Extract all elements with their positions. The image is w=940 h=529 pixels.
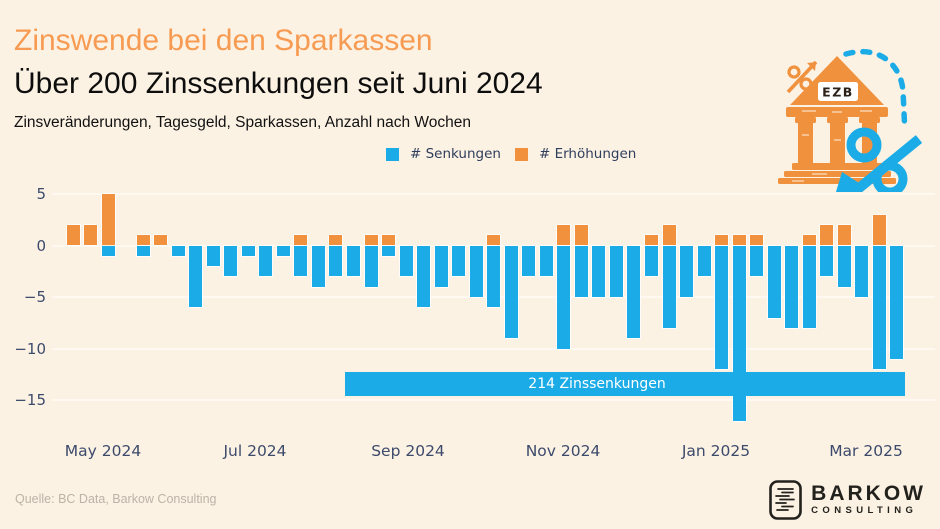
x-axis-month-label: Jan 2025: [681, 442, 751, 460]
x-axis-month-label: Mar 2025: [829, 442, 903, 460]
bar-senkungen: [486, 244, 502, 309]
barkow-logo: BARKOW CONSULTING: [769, 480, 926, 520]
bar-senkungen: [258, 244, 274, 278]
annotation-banner: 214 Zinssenkungen: [345, 372, 905, 396]
bar-senkungen: [749, 244, 765, 278]
bar-erhoehungen: [328, 234, 344, 247]
legend-label-erhoehungen: # Erhöhungen: [538, 146, 637, 162]
bar-erhoehungen: [643, 234, 659, 247]
bar-senkungen: [451, 244, 467, 278]
bar-senkungen: [345, 244, 361, 278]
bar-erhoehungen: [661, 223, 677, 247]
bar-senkungen: [573, 244, 589, 298]
bar-senkungen: [819, 244, 835, 278]
bar-senkungen: [433, 244, 449, 288]
bar-erhoehungen: [731, 234, 747, 247]
x-axis-month-label: May 2024: [64, 442, 142, 460]
bar-erhoehungen: [486, 234, 502, 247]
bar-senkungen: [714, 244, 730, 371]
senkungen-swatch-icon: [386, 147, 399, 161]
y-tick-label: −10: [14, 339, 46, 358]
source-note: Quelle: BC Data, Barkow Consulting: [15, 492, 217, 506]
y-tick-label: 0: [36, 236, 46, 255]
bar-senkungen: [836, 244, 852, 288]
bar-senkungen: [240, 244, 256, 257]
ezb-label: EZB: [822, 85, 854, 100]
bar-erhoehungen: [153, 234, 169, 247]
legend-item-senkungen: # Senkungen: [386, 146, 501, 162]
bar-erhoehungen: [381, 234, 397, 247]
bar-senkungen: [100, 244, 116, 257]
bar-senkungen: [275, 244, 291, 257]
barkow-logo-icon: [769, 480, 802, 520]
logo-subtitle: CONSULTING: [811, 505, 918, 516]
chart-legend: # Senkungen # Erhöhungen: [386, 146, 636, 162]
bar-senkungen: [521, 244, 537, 278]
bar-senkungen: [293, 244, 309, 278]
bar-senkungen: [188, 244, 204, 309]
erhoehungen-swatch-icon: [514, 147, 528, 161]
dashed-arc-icon: [843, 49, 908, 133]
bar-erhoehungen: [714, 234, 730, 247]
bar-erhoehungen: [749, 234, 765, 247]
bar-erhoehungen: [801, 234, 817, 247]
bar-senkungen: [591, 244, 607, 298]
gridline: [52, 399, 935, 401]
bar-erhoehungen: [573, 223, 589, 247]
bar-erhoehungen: [556, 223, 572, 247]
bar-erhoehungen: [135, 234, 151, 247]
bar-senkungen: [135, 244, 151, 257]
bar-senkungen: [310, 244, 326, 288]
ezb-bank-illustration-icon: EZB: [778, 49, 923, 192]
gridline: [52, 193, 935, 195]
bar-senkungen: [398, 244, 414, 278]
bar-senkungen: [381, 244, 397, 257]
logo-title: BARKOW: [811, 482, 926, 505]
bar-senkungen: [696, 244, 712, 278]
bar-senkungen: [363, 244, 379, 288]
bar-senkungen: [661, 244, 677, 329]
y-tick-label: −5: [23, 288, 46, 306]
bar-senkungen: [328, 244, 344, 278]
legend-label-senkungen: # Senkungen: [410, 146, 501, 162]
bar-senkungen: [871, 244, 887, 371]
x-axis-month-label: Jul 2024: [223, 442, 287, 460]
bar-erhoehungen: [293, 234, 309, 247]
bar-senkungen: [468, 244, 484, 298]
x-axis-month-label: Sep 2024: [371, 442, 445, 460]
bar-erhoehungen: [363, 234, 379, 247]
bar-erhoehungen: [83, 223, 99, 247]
bar-senkungen: [170, 244, 186, 257]
bar-senkungen: [556, 244, 572, 350]
bar-senkungen: [626, 244, 642, 340]
x-axis-month-label: Nov 2024: [525, 442, 601, 460]
bar-senkungen: [416, 244, 432, 309]
chart-caption: Zinsveränderungen, Tagesgeld, Sparkassen…: [14, 114, 471, 131]
bar-senkungen: [503, 244, 519, 340]
page-subtitle: Über 200 Zinssenkungen seit Juni 2024: [14, 67, 543, 100]
legend-item-erhoehungen: # Erhöhungen: [514, 146, 637, 162]
y-tick-label: 5: [36, 185, 46, 203]
bar-senkungen: [889, 244, 905, 360]
bar-erhoehungen: [65, 223, 81, 247]
bar-senkungen: [205, 244, 221, 268]
bar-senkungen: [854, 244, 870, 298]
bar-erhoehungen: [819, 223, 835, 247]
bar-senkungen: [608, 244, 624, 298]
bar-senkungen: [223, 244, 239, 278]
bar-senkungen: [643, 244, 659, 278]
bar-senkungen: [784, 244, 800, 329]
page-title: Zinswende bei den Sparkassen: [14, 24, 433, 57]
bar-erhoehungen: [871, 213, 887, 247]
bar-erhoehungen: [100, 193, 116, 247]
y-tick-label: −15: [14, 391, 46, 409]
bar-erhoehungen: [836, 223, 852, 247]
bar-senkungen: [538, 244, 554, 278]
gridline: [52, 347, 935, 350]
bar-senkungen: [766, 244, 782, 319]
bar-senkungen: [679, 244, 695, 298]
percent-down-arrow-icon: [835, 127, 923, 192]
bar-senkungen: [801, 244, 817, 329]
